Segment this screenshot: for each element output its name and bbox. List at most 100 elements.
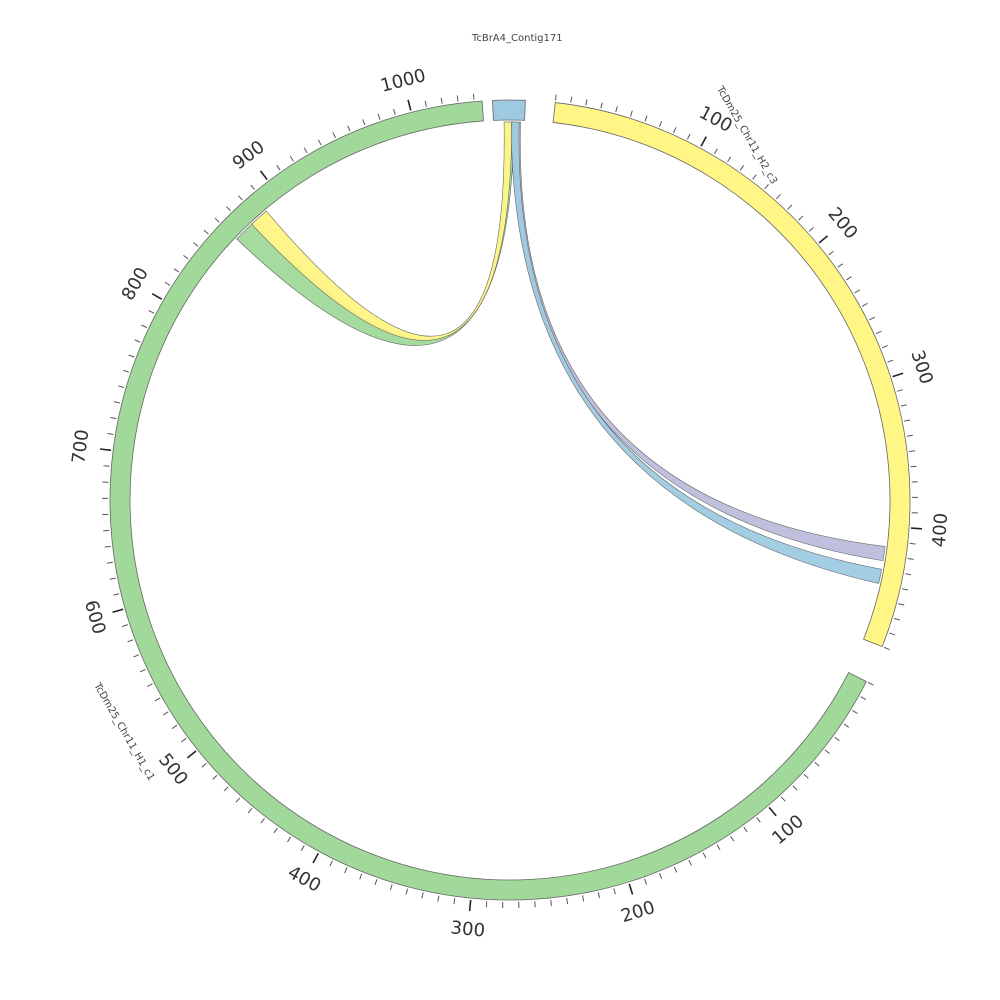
tick-h1-730 (113, 401, 120, 404)
tick-h1-640 (104, 545, 111, 548)
tick-h1-150 (702, 852, 707, 859)
tick-h1-490 (201, 763, 207, 768)
tick-h2-330 (904, 419, 911, 422)
tick-h1-610 (113, 593, 120, 596)
tick-h2-110 (713, 148, 718, 155)
tick-h2-450 (898, 603, 905, 606)
tick-h1-60 (814, 761, 820, 767)
tick-h2-210 (828, 250, 834, 256)
tick-h1-900 (259, 170, 268, 181)
tick-h2-430 (905, 573, 912, 576)
tick-h1-570 (133, 654, 140, 658)
tick-h2-270 (875, 330, 882, 335)
tick-h2-280 (881, 345, 888, 349)
tick-h2-250 (861, 302, 868, 307)
tick-h1-210 (613, 888, 616, 895)
link-ribbon-h2-3 (511, 121, 882, 584)
tick-h1-330 (421, 892, 424, 899)
tick-h1-510 (181, 737, 187, 743)
link-layer (236, 121, 886, 584)
tick-h2-310 (896, 389, 903, 392)
tick-h1-580 (127, 639, 134, 643)
tick-h1-70 (803, 773, 809, 779)
arc-layer (109, 99, 911, 901)
tick-h1-690 (103, 465, 110, 467)
tick-h1-100 (768, 806, 777, 817)
tick-label-h1-600: 600 (80, 598, 110, 637)
tick-h1-880 (238, 195, 243, 201)
tick-label-h1-200: 200 (618, 897, 657, 927)
tick-h1-120 (743, 826, 748, 833)
tick-h1-430 (273, 827, 278, 834)
tick-h1-950 (332, 132, 336, 139)
track-arc-h2 (552, 102, 911, 648)
tick-h1-850 (203, 229, 209, 235)
tick-h1-240 (566, 897, 569, 904)
tick-h2-40 (615, 106, 618, 113)
tick-h1-400 (312, 852, 319, 864)
tick-h2-200 (818, 235, 829, 244)
tick-label-h2-200: 200 (823, 204, 861, 244)
tick-h1-840 (193, 242, 199, 247)
tick-h2-100 (700, 136, 707, 147)
tick-h1-520 (171, 724, 178, 729)
tick-label-h1-1000: 1000 (378, 65, 428, 97)
tick-h2-50 (629, 110, 633, 117)
tick-h2-220 (837, 263, 843, 268)
tick-h1-600 (112, 608, 124, 614)
tick-h2-410 (909, 542, 916, 545)
tick-h1-380 (344, 867, 348, 874)
tick-h2-230 (846, 276, 852, 281)
tick-h2-350 (908, 450, 916, 452)
tick-h1-10 (860, 696, 867, 701)
tick-h2-30 (600, 102, 603, 109)
tick-h1-910 (276, 164, 281, 171)
tick-h2-440 (901, 588, 909, 591)
tick-h1-1000 (407, 99, 412, 111)
tick-h1-110 (756, 817, 761, 823)
tick-h2-320 (900, 404, 907, 407)
tick-h1-500 (186, 750, 197, 759)
tick-h2-140 (752, 174, 757, 180)
tick-h2-420 (907, 558, 914, 560)
tick-h1-700 (100, 448, 112, 452)
tick-h1-90 (780, 796, 786, 802)
tick-h1-350 (389, 884, 393, 891)
tick-h1-550 (146, 683, 153, 688)
tick-label-h1-700: 700 (68, 428, 93, 465)
tick-h2-470 (889, 632, 896, 636)
tick-label-h1-400: 400 (284, 862, 324, 897)
tick-h1-190 (644, 878, 647, 885)
tick-h1-1040 (472, 93, 475, 100)
tick-h1-390 (329, 860, 333, 867)
track-label-h1: TcDm25_Chr11_H1_c1 (91, 680, 157, 782)
tick-h1-370 (359, 873, 363, 880)
tick-h1-930 (303, 147, 308, 154)
tick-h1-1020 (440, 97, 443, 104)
track-label-contig: TcBrA4_Contig171 (471, 33, 563, 44)
tick-h1-180 (659, 872, 663, 879)
tick-h2-340 (906, 434, 913, 437)
tick-h1-30 (843, 723, 850, 728)
tick-h1-310 (453, 898, 456, 905)
tick-h1-480 (212, 774, 218, 780)
tick-h1-750 (122, 369, 130, 373)
tick-h2-0 (555, 94, 557, 101)
tick-h1-800 (151, 293, 163, 300)
tick-h1-20 (852, 710, 858, 715)
tick-label-h1-900: 900 (229, 137, 269, 174)
tick-h2-400 (910, 527, 923, 530)
tick-h1-920 (289, 155, 294, 162)
tick-h1-990 (393, 108, 396, 115)
tick-h1-40 (834, 736, 840, 742)
tick-h1-220 (597, 892, 601, 899)
tick-h1-980 (377, 113, 381, 120)
tick-h1-970 (362, 119, 366, 126)
tick-h2-60 (644, 115, 648, 122)
tick-h1-870 (226, 206, 231, 212)
tick-h1-250 (550, 899, 552, 906)
tick-h1-410 (300, 845, 305, 851)
tick-h1-590 (121, 624, 128, 627)
tick-h1-810 (164, 281, 171, 286)
tick-h2-260 (869, 316, 875, 321)
